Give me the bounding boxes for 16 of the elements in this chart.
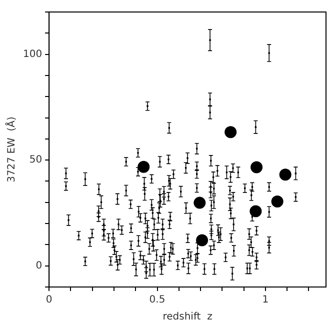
point [271,196,284,208]
point [194,196,206,209]
point [250,161,263,174]
y-tick-label: 100 [22,48,42,60]
point [196,234,208,246]
y-tick-label: 0 [36,260,42,272]
x-axis-title: redshift z [162,312,212,323]
x-tick-label: 0.5 [149,294,166,306]
x-tick-label: 0 [46,294,52,306]
point [279,168,292,181]
point [250,205,262,218]
point [138,160,150,173]
x-tick-label: 1 [262,294,269,306]
y-tick-label: 50 [29,154,42,166]
point [224,126,237,138]
y-axis-title: 3727 EW (Å) [4,116,18,182]
